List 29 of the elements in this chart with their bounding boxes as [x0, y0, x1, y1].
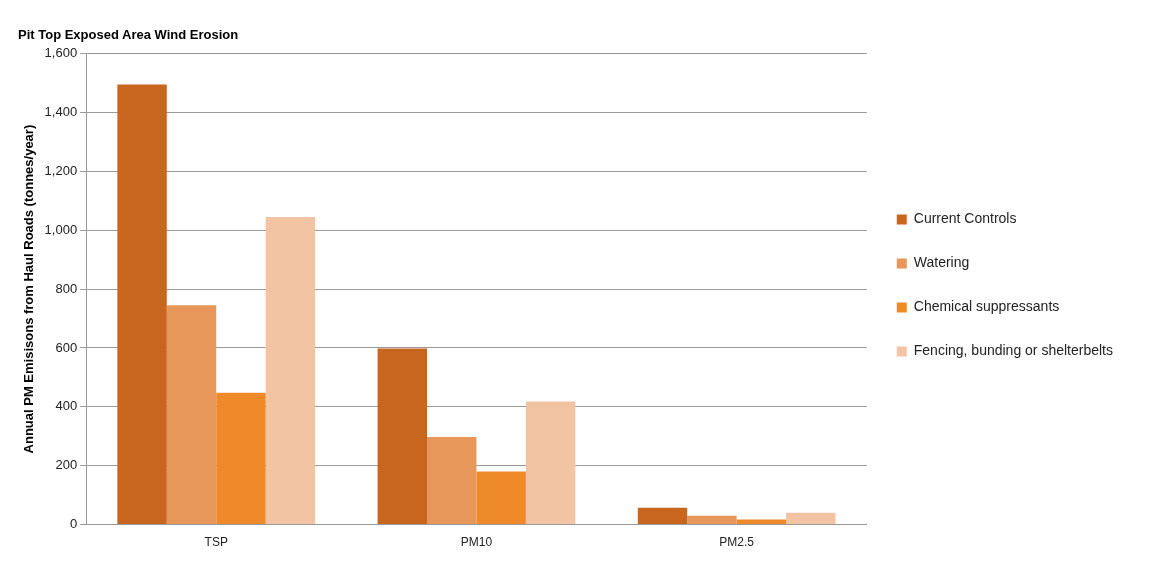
y-tick-label: 200 [55, 457, 78, 473]
bar [216, 392, 266, 525]
x-tick-label: TSP [204, 535, 228, 550]
chart-title: Pit Top Exposed Area Wind Erosion [18, 27, 239, 43]
x-tick-label: PM2.5 [719, 535, 755, 550]
x-tick-label: PM10 [460, 535, 493, 550]
y-tick-label: 600 [55, 339, 78, 355]
bar [687, 515, 737, 525]
bar [166, 305, 217, 525]
y-tick-label: 1,400 [44, 104, 78, 120]
bar [476, 471, 526, 525]
bar [786, 512, 836, 525]
bar [377, 348, 428, 525]
legend-label: Chemical suppressants [913, 298, 1060, 315]
legend-label: Watering [913, 254, 970, 271]
bar [117, 84, 167, 525]
bar [525, 401, 576, 525]
y-tick-label: 800 [55, 280, 78, 296]
legend-label: Current Controls [913, 210, 1017, 227]
bar [265, 216, 316, 525]
bar [637, 507, 688, 525]
y-tick-label: 1,200 [44, 162, 78, 178]
y-tick-label: 400 [55, 398, 78, 414]
bar [427, 436, 477, 525]
y-tick-label: 1,000 [44, 221, 78, 237]
y-tick-label: 1,600 [44, 45, 78, 61]
legend-label: Fencing, bunding or shelterbelts [913, 342, 1113, 359]
y-axis-title: Annual PM Emisisons from Haul Roads (tonnes/year) [21, 124, 37, 454]
y-tick-label: 0 [69, 516, 78, 532]
